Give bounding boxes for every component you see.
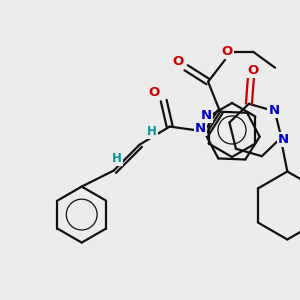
Text: N: N <box>278 133 289 146</box>
Text: N: N <box>201 109 212 122</box>
Text: N: N <box>268 104 279 117</box>
Text: H: H <box>112 152 122 165</box>
Text: O: O <box>148 86 159 99</box>
Text: O: O <box>221 45 233 58</box>
Text: N: N <box>195 122 206 135</box>
Text: H: H <box>147 125 157 138</box>
Text: O: O <box>172 55 184 68</box>
Text: O: O <box>247 64 259 77</box>
